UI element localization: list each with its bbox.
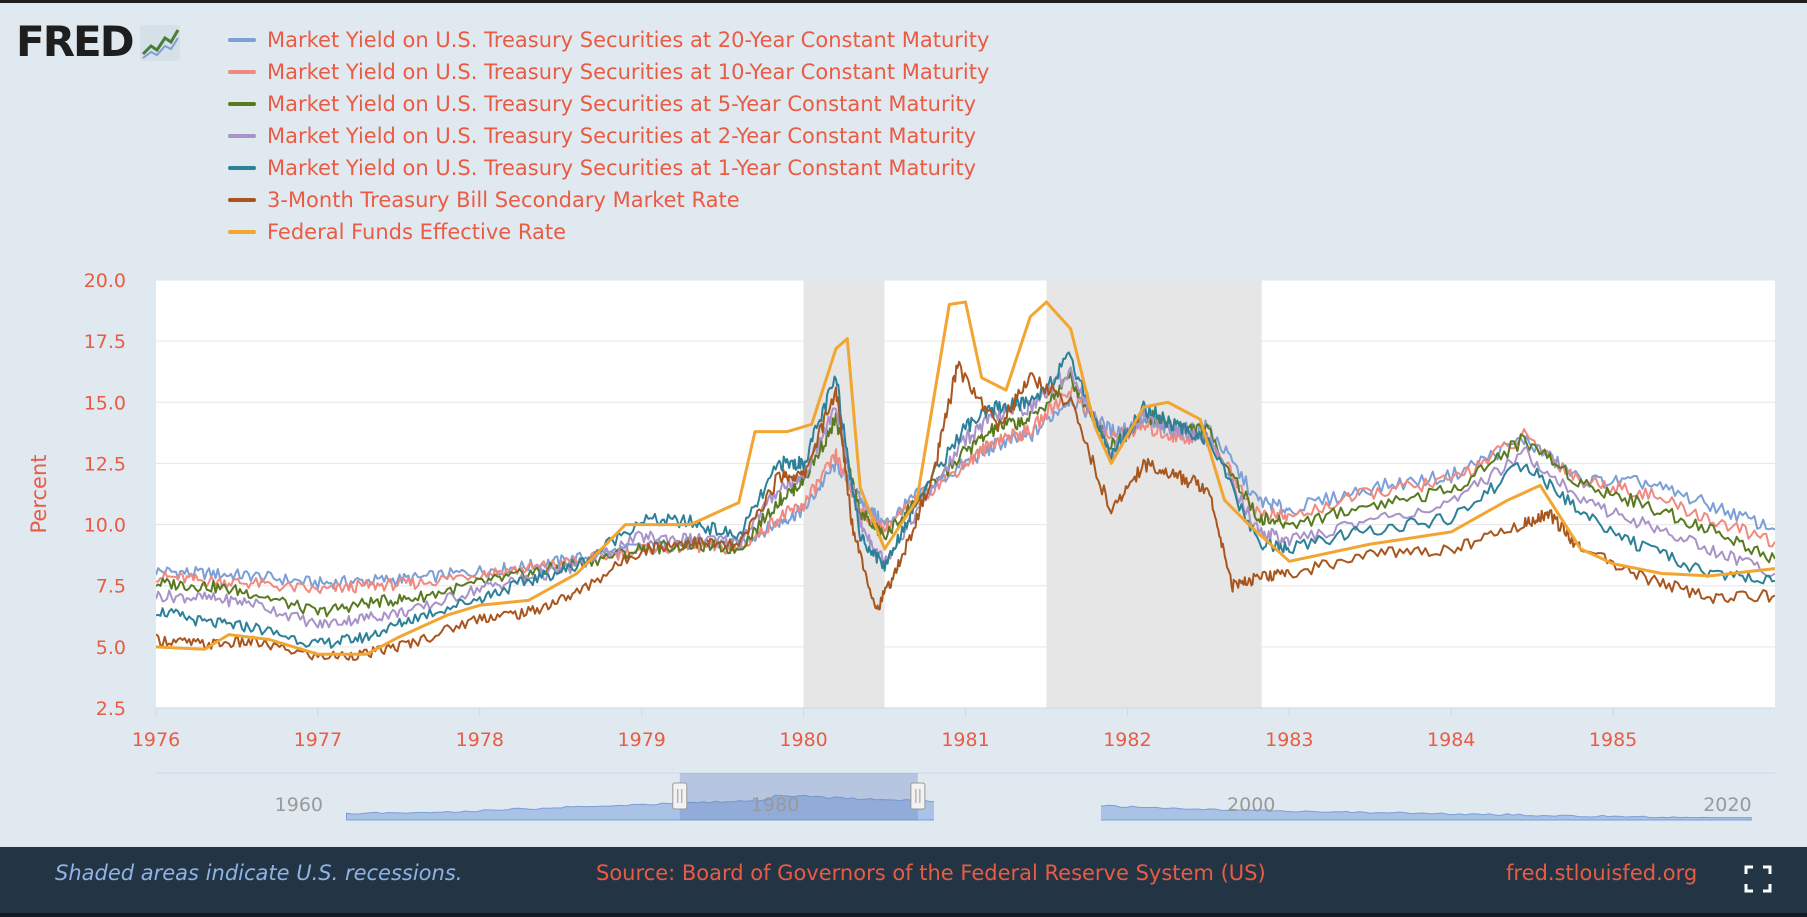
legend-item[interactable]: Federal Funds Effective Rate xyxy=(228,216,989,248)
x-tick-label: 1981 xyxy=(941,729,989,751)
legend-label: Market Yield on U.S. Treasury Securities… xyxy=(267,60,990,84)
x-tick-label: 1982 xyxy=(1103,729,1151,751)
navigator-selection xyxy=(679,773,918,820)
navigator-tick-label: 1960 xyxy=(275,794,323,816)
navigator-tick-label: 2020 xyxy=(1703,794,1751,816)
legend-label: Market Yield on U.S. Treasury Securities… xyxy=(267,124,977,148)
legend-label: Federal Funds Effective Rate xyxy=(267,220,567,244)
navigator-gap xyxy=(934,781,1101,828)
legend-item[interactable]: Market Yield on U.S. Treasury Securities… xyxy=(228,120,989,152)
source-text: Source: Board of Governors of the Federa… xyxy=(596,861,1266,885)
fullscreen-icon[interactable] xyxy=(1744,865,1772,893)
y-tick-label: 2.5 xyxy=(96,698,126,720)
chart-legend: Market Yield on U.S. Treasury Securities… xyxy=(228,24,989,248)
x-tick-label: 1977 xyxy=(294,729,342,751)
x-tick-label: 1984 xyxy=(1427,729,1475,751)
series-group xyxy=(156,300,1775,661)
x-tick-label: 1978 xyxy=(456,729,504,751)
handle-body xyxy=(910,782,926,810)
legend-swatch xyxy=(228,102,256,106)
navigator-tick-label: 1980 xyxy=(751,794,799,816)
y-tick-label: 7.5 xyxy=(96,576,126,598)
legend-swatch xyxy=(228,166,256,170)
series-line xyxy=(156,300,1775,656)
y-tick-label: 12.5 xyxy=(84,453,126,475)
navigator-tick-label: 2000 xyxy=(1227,794,1275,816)
legend-swatch xyxy=(228,134,256,138)
legend-item[interactable]: Market Yield on U.S. Treasury Securities… xyxy=(228,24,989,56)
y-tick-label: 20.0 xyxy=(84,270,126,292)
logo-text: FRED xyxy=(16,17,135,66)
recession-band xyxy=(1046,280,1262,708)
legend-item[interactable]: Market Yield on U.S. Treasury Securities… xyxy=(228,56,989,88)
navigator-handle[interactable] xyxy=(672,782,688,810)
legend-label: Market Yield on U.S. Treasury Securities… xyxy=(267,92,977,116)
series-line xyxy=(156,360,1775,661)
x-tick-label: 1983 xyxy=(1265,729,1313,751)
x-tick-label: 1980 xyxy=(779,729,827,751)
legend-item[interactable]: Market Yield on U.S. Treasury Securities… xyxy=(228,152,989,184)
recession-note: Shaded areas indicate U.S. recessions. xyxy=(55,861,463,885)
legend-swatch xyxy=(228,70,256,74)
legend-label: 3-Month Treasury Bill Secondary Market R… xyxy=(267,188,740,212)
x-tick-label: 1976 xyxy=(132,729,180,751)
fred-line-chart-icon xyxy=(139,25,180,61)
legend-label: Market Yield on U.S. Treasury Securities… xyxy=(267,28,990,52)
legend-item[interactable]: 3-Month Treasury Bill Secondary Market R… xyxy=(228,184,989,216)
legend-swatch xyxy=(228,230,256,234)
x-tick-label: 1985 xyxy=(1589,729,1637,751)
y-axis-label: Percent xyxy=(27,454,51,533)
top-border xyxy=(0,0,1807,3)
footer-bar: Shaded areas indicate U.S. recessions. S… xyxy=(0,847,1807,917)
legend-swatch xyxy=(228,198,256,202)
y-tick-label: 10.0 xyxy=(84,515,126,537)
legend-item[interactable]: Market Yield on U.S. Treasury Securities… xyxy=(228,88,989,120)
y-tick-label: 17.5 xyxy=(84,331,126,353)
y-tick-label: 5.0 xyxy=(96,637,126,659)
legend-swatch xyxy=(228,38,256,42)
navigator-handle[interactable] xyxy=(910,782,926,810)
fred-logo[interactable]: FRED xyxy=(16,20,181,64)
line-chart: 2.5 5.0 7.5 10.0 12.5 15.0 17.5 20.0 1976 1977 197… xyxy=(27,270,1775,828)
y-tick-label: 15.0 xyxy=(84,392,126,414)
legend-label: Market Yield on U.S. Treasury Securities… xyxy=(267,156,977,180)
handle-body xyxy=(672,782,688,810)
x-tick-label: 1979 xyxy=(618,729,666,751)
bottom-border xyxy=(0,913,1807,917)
site-link[interactable]: fred.stlouisfed.org xyxy=(1506,861,1698,885)
